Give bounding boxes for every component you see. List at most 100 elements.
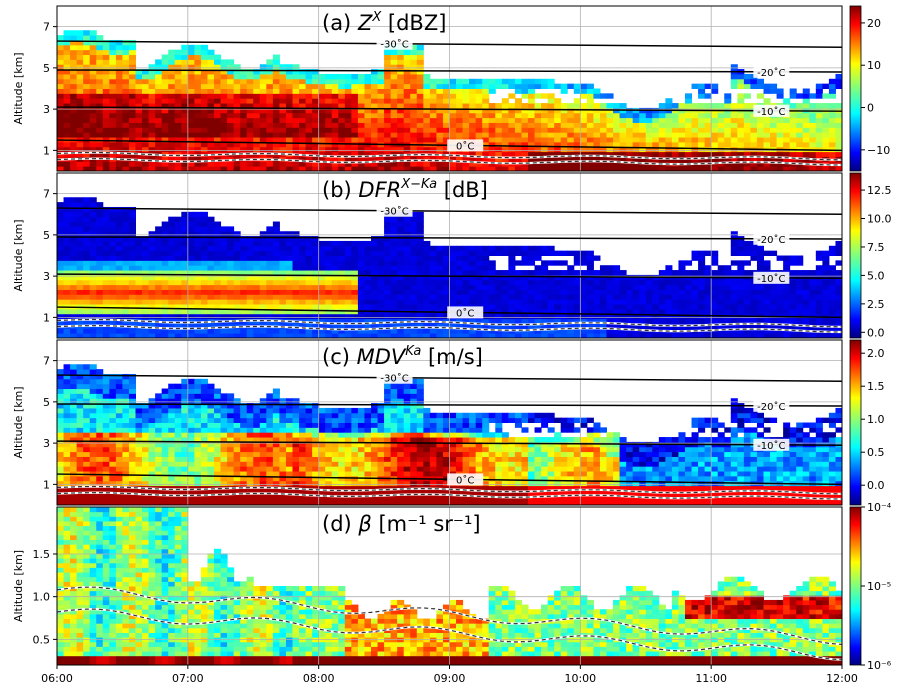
field-cell bbox=[547, 289, 555, 295]
field-cell bbox=[763, 132, 771, 138]
field-cell bbox=[57, 279, 65, 286]
field-cell bbox=[449, 98, 457, 104]
field-cell bbox=[200, 54, 208, 60]
field-cell bbox=[528, 284, 536, 290]
field-cell bbox=[89, 226, 97, 232]
field-cell bbox=[187, 146, 195, 153]
field-cell bbox=[482, 289, 490, 295]
field-cell bbox=[547, 151, 555, 157]
field-cell bbox=[828, 141, 836, 148]
field-cell bbox=[685, 98, 693, 104]
field-cell bbox=[776, 318, 784, 324]
field-cell bbox=[658, 132, 666, 138]
field-cell bbox=[285, 274, 293, 281]
field-cell bbox=[96, 318, 104, 324]
field-cell bbox=[122, 270, 130, 276]
field-cell bbox=[187, 117, 195, 123]
field-cell bbox=[312, 284, 320, 290]
field-cell bbox=[227, 141, 235, 148]
field-cell bbox=[586, 103, 594, 109]
field-cell bbox=[508, 127, 516, 133]
field-cell bbox=[730, 250, 738, 256]
field-cell bbox=[508, 318, 516, 324]
field-cell bbox=[266, 137, 274, 143]
field-cell bbox=[724, 127, 732, 133]
field-cell bbox=[809, 93, 817, 99]
field-cell bbox=[665, 270, 673, 276]
field-cell bbox=[57, 117, 65, 123]
field-cell bbox=[776, 141, 784, 148]
field-cell bbox=[89, 103, 97, 109]
field-cell bbox=[161, 308, 169, 315]
field-cell bbox=[521, 117, 529, 123]
field-cell bbox=[521, 279, 529, 286]
field-cell bbox=[128, 127, 136, 133]
field-cell bbox=[63, 166, 71, 172]
field-cell bbox=[717, 141, 725, 148]
field-cell bbox=[207, 270, 215, 276]
field-cell bbox=[776, 166, 784, 172]
field-cell bbox=[475, 328, 483, 334]
field-cell bbox=[57, 64, 65, 70]
field-cell bbox=[377, 107, 385, 114]
field-cell bbox=[384, 166, 392, 172]
field-cell bbox=[364, 166, 372, 172]
field-cell bbox=[122, 59, 130, 65]
field-cell bbox=[135, 240, 143, 247]
field-cell bbox=[737, 156, 745, 162]
field-cell bbox=[606, 151, 614, 157]
field-cell bbox=[214, 146, 222, 153]
field-cell bbox=[482, 93, 490, 99]
field-cell bbox=[547, 107, 555, 114]
field-cell bbox=[148, 93, 156, 99]
field-cell bbox=[89, 141, 97, 148]
field-cell bbox=[724, 103, 732, 109]
field-cell bbox=[102, 107, 110, 114]
field-cell bbox=[63, 407, 71, 414]
field-cell bbox=[135, 112, 143, 119]
field-cell bbox=[96, 132, 104, 138]
field-cell bbox=[70, 328, 78, 334]
field-cell bbox=[397, 166, 405, 172]
field-cell bbox=[83, 412, 91, 419]
field-cell bbox=[423, 323, 431, 329]
field-cell bbox=[331, 260, 339, 266]
field-cell bbox=[724, 308, 732, 315]
field-cell bbox=[573, 122, 581, 128]
field-cell bbox=[815, 151, 823, 157]
field-cell bbox=[521, 250, 529, 256]
field-cell bbox=[397, 127, 405, 133]
field-cell bbox=[318, 127, 326, 133]
field-cell bbox=[770, 294, 778, 300]
field-cell bbox=[325, 260, 333, 266]
field-cell bbox=[266, 313, 274, 320]
field-cell bbox=[128, 304, 136, 310]
field-cell bbox=[207, 231, 215, 237]
field-cell bbox=[390, 274, 398, 281]
field-cell bbox=[168, 93, 176, 99]
field-cell bbox=[730, 156, 738, 162]
field-cell bbox=[763, 318, 771, 324]
field-cell bbox=[390, 260, 398, 266]
field-cell bbox=[122, 122, 130, 128]
field-cell bbox=[423, 328, 431, 334]
field-cell bbox=[567, 328, 575, 334]
field-cell bbox=[174, 117, 182, 123]
field-cell bbox=[521, 308, 529, 315]
field-cell bbox=[541, 299, 549, 305]
field-cell bbox=[299, 260, 307, 266]
field-cell bbox=[331, 117, 339, 123]
field-cell bbox=[155, 299, 163, 305]
field-cell bbox=[449, 107, 457, 114]
field-cell bbox=[312, 250, 320, 256]
field-cell bbox=[704, 265, 712, 271]
field-cell bbox=[207, 250, 215, 256]
field-cell bbox=[456, 151, 464, 157]
field-cell bbox=[645, 132, 653, 138]
field-cell bbox=[76, 417, 84, 423]
field-cell bbox=[796, 122, 804, 128]
field-cell bbox=[338, 265, 346, 271]
field-cell bbox=[89, 446, 97, 453]
field-cell bbox=[76, 485, 84, 491]
field-cell bbox=[96, 107, 104, 114]
